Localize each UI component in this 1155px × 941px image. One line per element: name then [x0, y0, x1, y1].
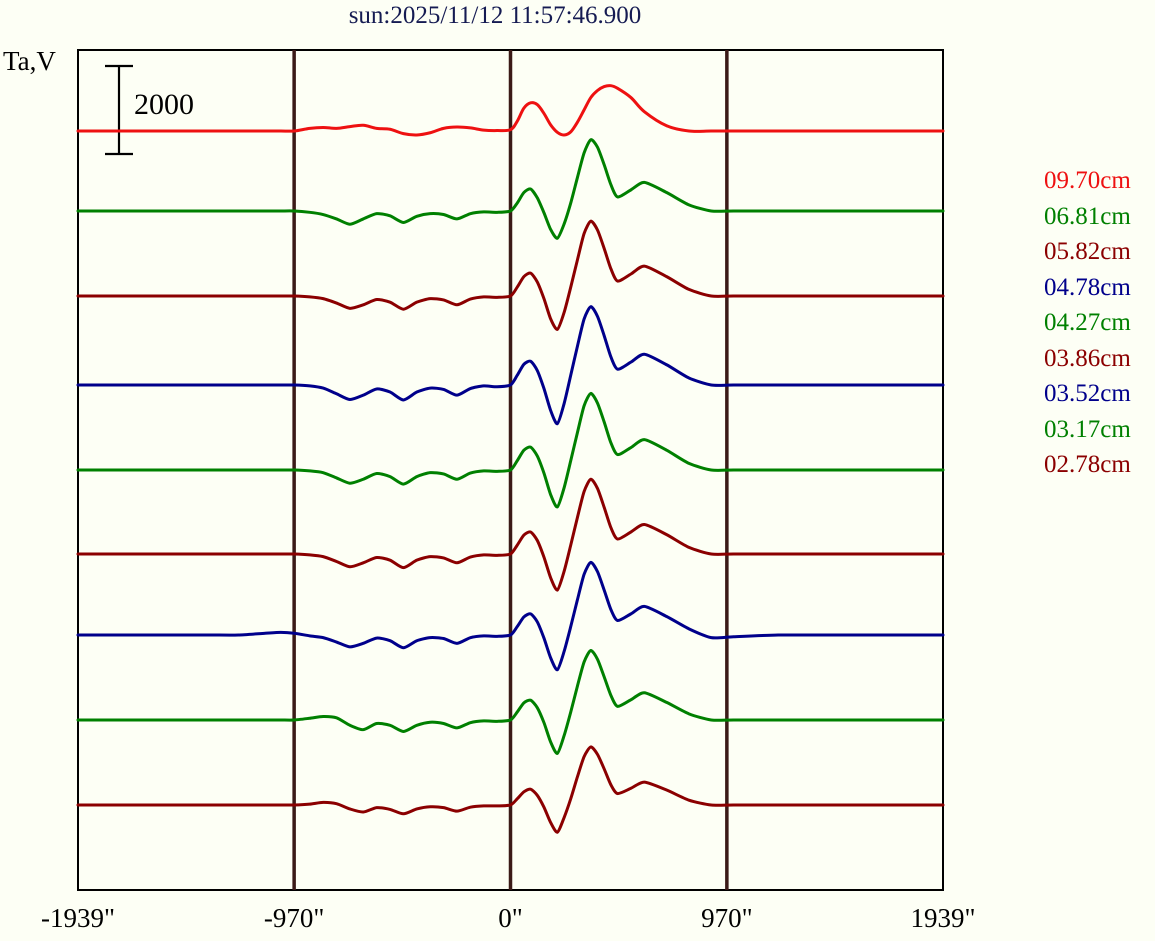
legend: 09.70cm 06.81cm 05.82cm 04.78cm 04.27cm 03.86… — [1044, 163, 1155, 483]
trace-line — [76, 305, 945, 426]
trace-line — [76, 477, 945, 592]
x-axis-tick-labels: -1939" -970" 0" 970" 1939" — [0, 903, 1000, 941]
x-axis-tick-label: -1939" — [40, 903, 116, 933]
x-axis-tick-label: 0" — [498, 903, 523, 933]
scalebar — [105, 64, 133, 156]
y-axis-label: Ta,V — [3, 46, 56, 76]
scalebar-label: 2000 — [134, 88, 194, 121]
trace-line — [76, 648, 945, 755]
trace-line — [76, 219, 945, 331]
trace-line — [76, 84, 945, 137]
legend-item: 03.52cm — [1044, 380, 1131, 407]
trace-line — [76, 391, 945, 509]
page-title: sun:2025/11/12 11:57:46.900 — [348, 2, 642, 29]
trace-line — [76, 745, 945, 834]
x-axis-tick-label: 970" — [701, 903, 753, 933]
legend-item: 03.86cm — [1044, 344, 1131, 372]
legend-item: 06.81cm — [1044, 202, 1131, 230]
legend-item: 03.17cm — [1044, 415, 1131, 443]
trace-line — [76, 560, 945, 672]
legend-item: 04.78cm — [1044, 273, 1131, 301]
trace-line — [76, 138, 945, 240]
legend-item: 09.70cm — [1044, 167, 1131, 194]
x-axis-tick-label: -970" — [263, 903, 325, 933]
legend-item: 02.78cm — [1044, 451, 1131, 478]
legend-item: 05.82cm — [1044, 238, 1131, 265]
legend-item: 04.27cm — [1044, 309, 1131, 336]
x-axis-tick-label: 1939" — [910, 903, 976, 933]
